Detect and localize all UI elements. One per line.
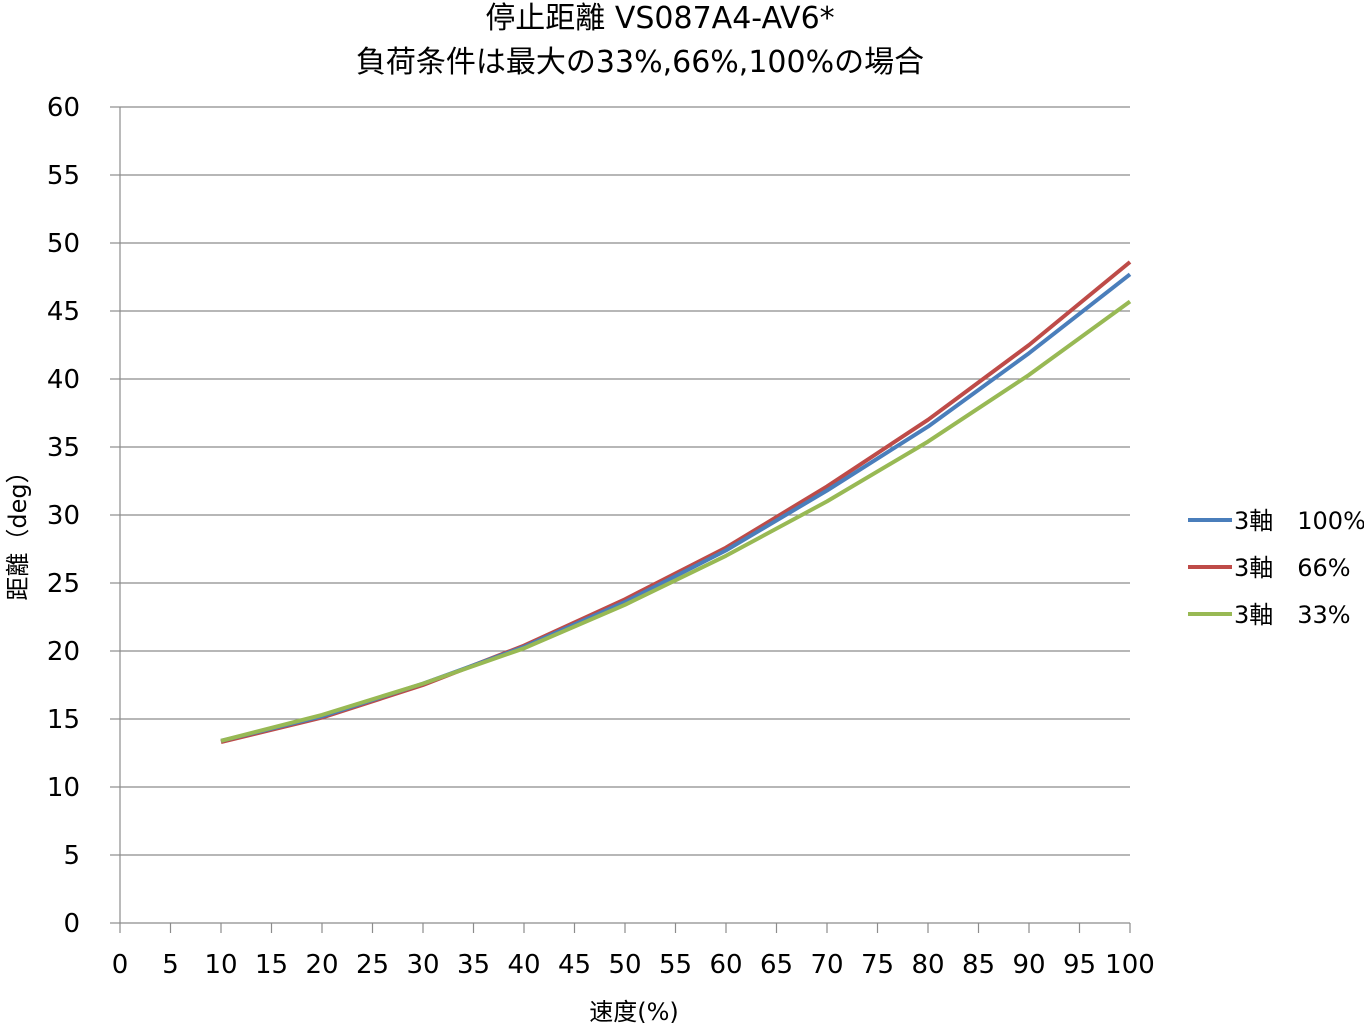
x-tick-label: 75: [861, 950, 894, 980]
y-tick-label: 10: [47, 773, 80, 803]
y-tick-label: 25: [47, 569, 80, 599]
y-tick-label: 35: [47, 433, 80, 463]
series-line-1: [220, 260, 1132, 745]
series-lines: [220, 260, 1132, 745]
x-tick-label: 90: [1012, 950, 1045, 980]
legend-label: 3軸 66%: [1234, 554, 1351, 582]
series-line-0: [220, 272, 1132, 743]
chart-subtitle: 負荷条件は最大の33%,66%,100%の場合: [356, 45, 924, 80]
axes: [110, 106, 1131, 933]
y-tick-label: 45: [47, 297, 80, 327]
legend: 3軸 100% 3軸 66% 3軸 33%: [1188, 507, 1364, 629]
x-tick-label: 0: [112, 950, 129, 980]
x-tick-label: 35: [457, 950, 490, 980]
y-tick-label: 5: [63, 841, 80, 871]
x-tick-label: 50: [608, 950, 641, 980]
x-tick-label: 10: [204, 950, 237, 980]
y-tick-labels: 0 5 10 15 20 25 30 35 40 45 50 55 60: [47, 93, 80, 939]
x-tick-label: 95: [1063, 950, 1096, 980]
x-tick-label: 40: [507, 950, 540, 980]
x-tick-label: 55: [659, 950, 692, 980]
x-tick-label: 25: [356, 950, 389, 980]
x-tick-label: 85: [962, 950, 995, 980]
x-tick-label: 65: [760, 950, 793, 980]
y-axis-label: 距離（deg）: [4, 459, 32, 600]
x-tick-labels: 0 5 10 15 20 25 30 35 40 45 50 55 60 65 70 75 80 85 90 95 10…: [112, 950, 1155, 980]
y-tick-label: 15: [47, 705, 80, 735]
x-tick-label: 30: [406, 950, 439, 980]
legend-label: 3軸 100%: [1234, 507, 1364, 535]
x-tick-label: 15: [255, 950, 288, 980]
legend-label: 3軸 33%: [1234, 601, 1351, 629]
y-tick-label: 50: [47, 229, 80, 259]
x-tick-label: 100: [1105, 950, 1155, 980]
gridlines: [120, 106, 1130, 856]
x-axis-label: 速度(%): [589, 998, 679, 1026]
series-line-2: [220, 299, 1132, 743]
x-tick-label: 5: [162, 950, 179, 980]
y-tick-label: 0: [63, 909, 80, 939]
x-tick-label: 70: [810, 950, 843, 980]
x-tick-label: 60: [709, 950, 742, 980]
chart-title: 停止距離 VS087A4-AV6*: [485, 1, 834, 36]
y-tick-label: 20: [47, 637, 80, 667]
x-tick-label: 45: [558, 950, 591, 980]
y-tick-label: 60: [47, 93, 80, 123]
y-tick-label: 30: [47, 501, 80, 531]
x-tick-label: 80: [911, 950, 944, 980]
y-tick-label: 55: [47, 161, 80, 191]
x-tick-label: 20: [305, 950, 338, 980]
y-tick-label: 40: [47, 365, 80, 395]
